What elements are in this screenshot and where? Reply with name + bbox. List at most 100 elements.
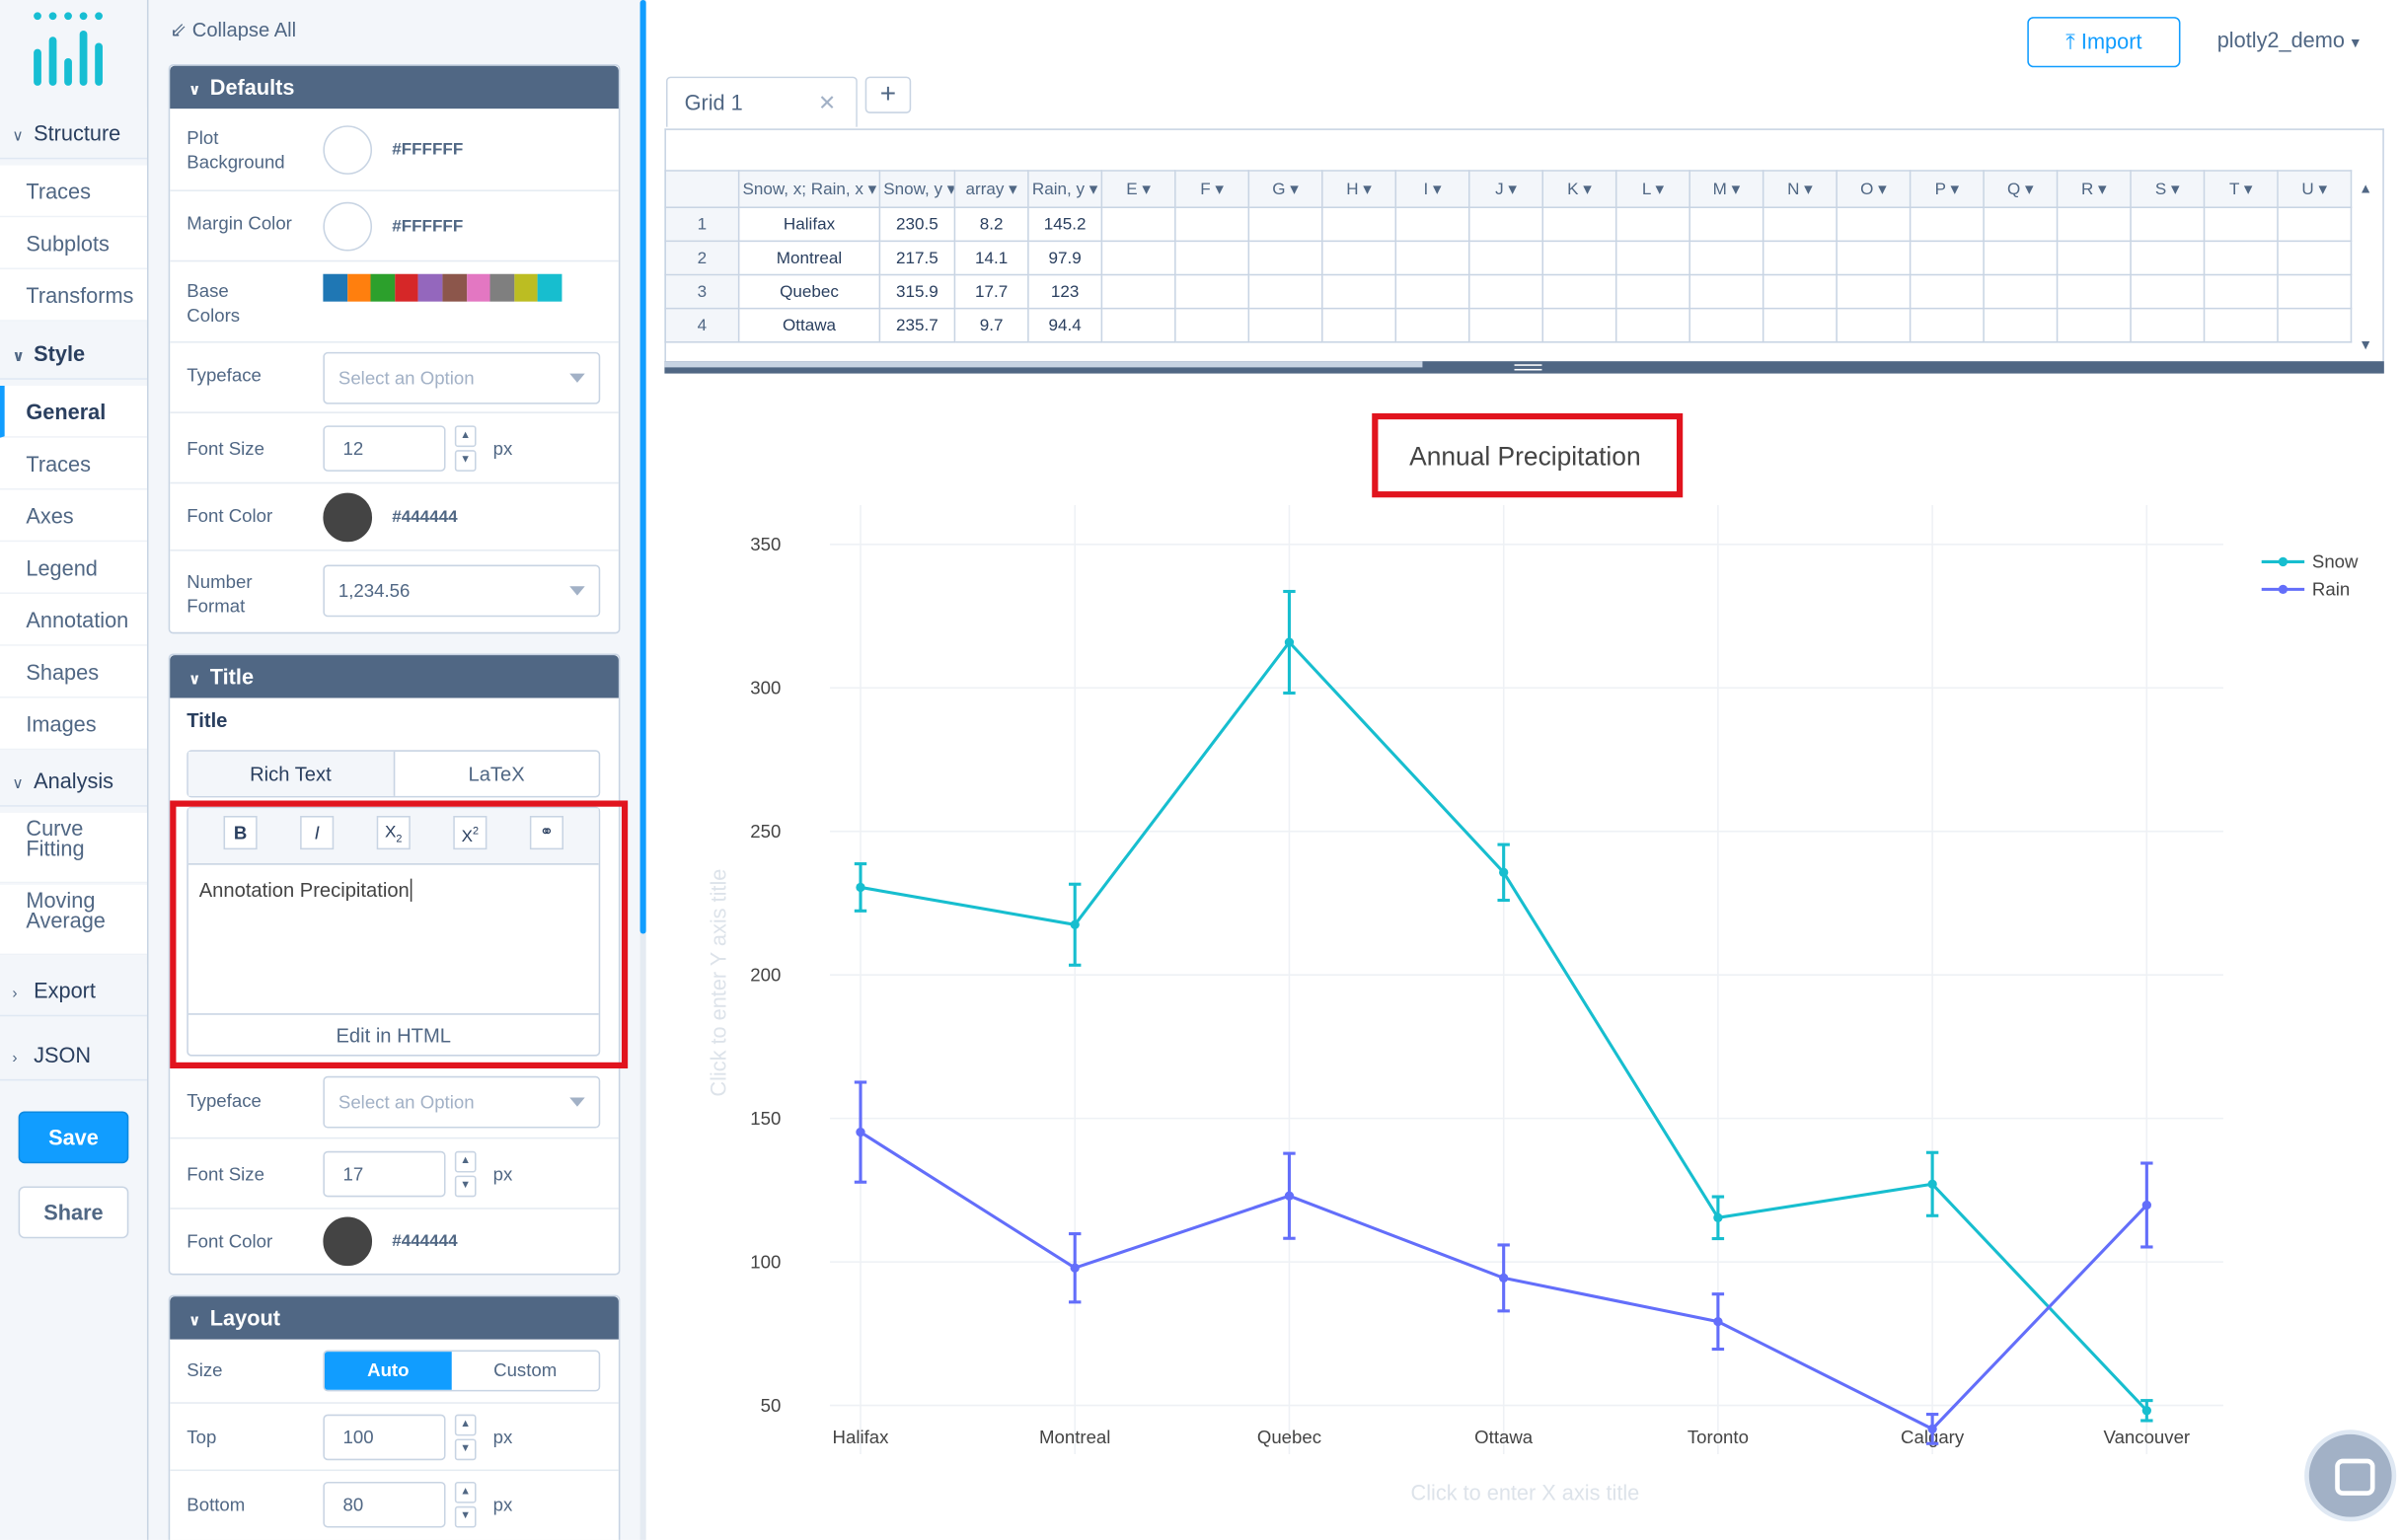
stepper-down-icon[interactable]: ▼ bbox=[454, 450, 477, 472]
font-size-stepper[interactable]: ▲ ▼ bbox=[454, 425, 477, 472]
base-color-swatch[interactable] bbox=[442, 273, 467, 302]
grid-column-header[interactable]: M ▾ bbox=[1688, 170, 1764, 209]
grid-cell[interactable] bbox=[1321, 240, 1397, 276]
base-color-swatch[interactable] bbox=[394, 273, 419, 302]
chart-legend[interactable]: Snow Rain bbox=[2261, 551, 2359, 600]
grid-cell[interactable]: Ottawa bbox=[737, 307, 881, 343]
y-axis-title-placeholder[interactable]: Click to enter Y axis title bbox=[706, 869, 730, 1097]
grid-cell[interactable] bbox=[2277, 240, 2353, 276]
grid-cell[interactable] bbox=[1762, 206, 1838, 243]
grid-cell[interactable] bbox=[1321, 206, 1397, 243]
grid-column-header[interactable]: G ▾ bbox=[1247, 170, 1323, 209]
title-fold-header[interactable]: ∨ Title bbox=[170, 655, 619, 698]
grid-cell[interactable] bbox=[1541, 273, 1617, 310]
grid-cell[interactable] bbox=[1174, 206, 1250, 243]
grid-cell[interactable] bbox=[1394, 206, 1470, 243]
grid-cell[interactable] bbox=[1394, 240, 1470, 276]
title-text-editor[interactable]: Annotation Precipitation bbox=[199, 878, 413, 902]
grid-cell[interactable] bbox=[1688, 206, 1764, 243]
nav-group-analysis[interactable]: ∨ Analysis bbox=[0, 754, 147, 807]
grid-cell[interactable] bbox=[1983, 307, 2059, 343]
nav-item-subplots[interactable]: Subplots bbox=[0, 217, 147, 270]
save-button[interactable]: Save bbox=[18, 1111, 129, 1164]
grid-cell[interactable] bbox=[1909, 240, 1985, 276]
nav-group-json[interactable]: › JSON bbox=[0, 1028, 147, 1081]
nav-item-curve-fitting[interactable]: Curve Fitting bbox=[0, 812, 147, 884]
grid-column-header[interactable]: Snow, y ▾ bbox=[878, 170, 956, 209]
italic-button[interactable]: I bbox=[300, 816, 335, 850]
grid-tab[interactable]: Grid 1 ✕ bbox=[665, 76, 858, 127]
grid-column-header[interactable]: P ▾ bbox=[1909, 170, 1985, 209]
grid-cell[interactable] bbox=[1100, 240, 1176, 276]
grid-cell[interactable]: Halifax bbox=[737, 206, 881, 243]
grid-column-header[interactable]: Rain, y ▾ bbox=[1027, 170, 1103, 209]
grid-cell[interactable]: Quebec bbox=[737, 273, 881, 310]
plot-background-swatch[interactable] bbox=[323, 125, 373, 175]
grid-cell[interactable] bbox=[1467, 240, 1544, 276]
grid-hscroll-thumb[interactable] bbox=[664, 361, 1423, 368]
base-colors-palette[interactable] bbox=[323, 273, 563, 302]
grid-cell[interactable] bbox=[1467, 273, 1544, 310]
nav-item-style-traces[interactable]: Traces bbox=[0, 437, 147, 490]
margin-color-swatch[interactable] bbox=[323, 201, 373, 252]
grid-resize-bar[interactable] bbox=[664, 361, 2384, 374]
grid-cell[interactable] bbox=[1909, 206, 1985, 243]
grid-cell[interactable] bbox=[1467, 206, 1544, 243]
nav-group-structure[interactable]: ∨ Structure bbox=[0, 107, 147, 160]
grid-cell[interactable] bbox=[1836, 240, 1912, 276]
grid-scroll-down-icon[interactable]: ▼ bbox=[2359, 336, 2373, 352]
grid-column-header[interactable]: E ▾ bbox=[1100, 170, 1176, 209]
base-color-swatch[interactable] bbox=[489, 273, 514, 302]
stepper-up-icon[interactable]: ▲ bbox=[454, 1481, 477, 1503]
base-color-swatch[interactable] bbox=[466, 273, 490, 302]
grid-cell[interactable] bbox=[1614, 273, 1690, 310]
grid-cell[interactable] bbox=[2056, 307, 2132, 343]
subscript-button[interactable]: X2 bbox=[376, 816, 411, 850]
grid-cell[interactable] bbox=[2056, 206, 2132, 243]
grid-cell[interactable]: 9.7 bbox=[953, 307, 1029, 343]
grid-cell[interactable] bbox=[1688, 307, 1764, 343]
title-typeface-select[interactable]: Select an Option bbox=[323, 1075, 601, 1129]
grid-cell[interactable] bbox=[1247, 307, 1323, 343]
grid-cell[interactable] bbox=[2203, 273, 2279, 310]
add-grid-button[interactable]: + bbox=[864, 76, 912, 113]
stepper-up-icon[interactable]: ▲ bbox=[454, 1414, 477, 1436]
grid-cell[interactable] bbox=[1541, 240, 1617, 276]
grid-cell[interactable] bbox=[1762, 273, 1838, 310]
grid-column-header[interactable]: S ▾ bbox=[2130, 170, 2206, 209]
grid-cell[interactable] bbox=[2130, 273, 2206, 310]
nav-group-style[interactable]: ∨ Style bbox=[0, 328, 147, 380]
stepper-up-icon[interactable]: ▲ bbox=[454, 425, 477, 448]
grid-cell[interactable]: Montreal bbox=[737, 240, 881, 276]
grid-cell[interactable]: 315.9 bbox=[878, 273, 956, 310]
grid-column-header[interactable]: I ▾ bbox=[1394, 170, 1470, 209]
tab-latex[interactable]: LaTeX bbox=[468, 762, 525, 785]
base-color-swatch[interactable] bbox=[538, 273, 563, 302]
grid-cell[interactable] bbox=[1983, 206, 2059, 243]
nav-item-legend[interactable]: Legend bbox=[0, 542, 147, 595]
user-menu[interactable]: plotly2_demo ▼ bbox=[2217, 28, 2363, 52]
grid-cell[interactable] bbox=[2056, 273, 2132, 310]
grid-cell[interactable] bbox=[1174, 307, 1250, 343]
grid-column-header[interactable]: Q ▾ bbox=[1983, 170, 2059, 209]
grid-cell[interactable] bbox=[1321, 273, 1397, 310]
font-size-input[interactable]: 12 bbox=[323, 425, 446, 472]
grid-column-header[interactable]: H ▾ bbox=[1321, 170, 1397, 209]
size-custom-button[interactable]: Custom bbox=[493, 1358, 558, 1381]
grid-cell[interactable] bbox=[1321, 307, 1397, 343]
collapse-all-button[interactable]: ⇙ Collapse All bbox=[170, 19, 296, 43]
grid-column-header[interactable]: array ▾ bbox=[953, 170, 1029, 209]
grid-cell[interactable] bbox=[1836, 206, 1912, 243]
base-color-swatch[interactable] bbox=[323, 273, 347, 302]
link-button[interactable]: ⚭ bbox=[529, 816, 563, 850]
grid-cell[interactable] bbox=[2203, 206, 2279, 243]
grid-column-header[interactable]: Snow, x; Rain, x ▾ bbox=[737, 170, 881, 209]
grid-cell[interactable] bbox=[2130, 307, 2206, 343]
nav-item-shapes[interactable]: Shapes bbox=[0, 645, 147, 698]
grid-cell[interactable] bbox=[1247, 273, 1323, 310]
grid-column-header[interactable]: U ▾ bbox=[2277, 170, 2353, 209]
base-color-swatch[interactable] bbox=[513, 273, 539, 302]
nav-group-export[interactable]: › Export bbox=[0, 964, 147, 1017]
typeface-select[interactable]: Select an Option bbox=[323, 351, 601, 404]
top-margin-input[interactable]: 100 bbox=[323, 1414, 446, 1461]
